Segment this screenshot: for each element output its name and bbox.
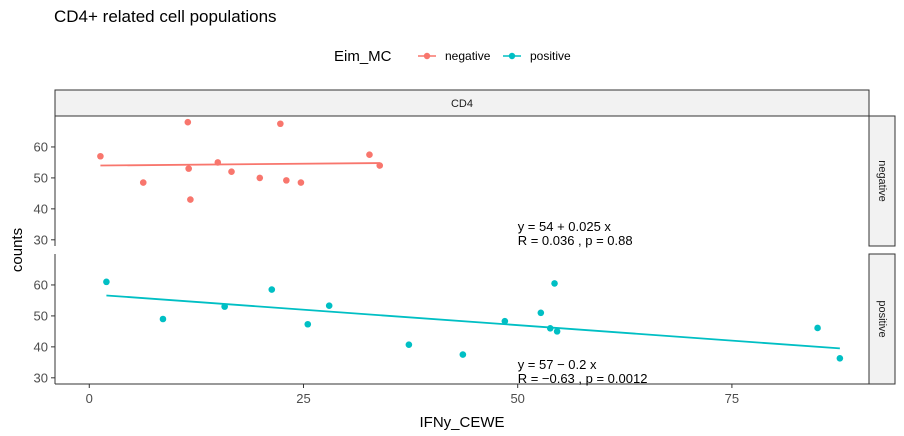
x-tick-label: 50: [510, 391, 524, 406]
x-tick-label: 75: [725, 391, 739, 406]
point-positive: [459, 351, 467, 358]
row-strip-negative-label: negative: [876, 160, 888, 202]
point-positive: [159, 315, 167, 323]
x-tick-label: 0: [86, 391, 93, 406]
point-positive: [221, 303, 228, 310]
point-negative: [366, 151, 373, 158]
point-positive: [103, 278, 110, 286]
y-tick-label: 60: [34, 139, 48, 154]
chart-title: CD4+ related cell populations: [54, 7, 277, 26]
point-positive: [268, 286, 276, 293]
legend-label-positive: positive: [530, 49, 571, 63]
point-positive: [501, 317, 509, 325]
point-negative: [139, 179, 147, 186]
x-tick-label: 25: [296, 391, 310, 406]
y-tick-label: 40: [34, 201, 48, 216]
column-strip-label: CD4: [451, 98, 473, 110]
y-axis-title: counts: [9, 228, 26, 272]
y-tick-label: 30: [34, 232, 48, 247]
y-tick-label: 50: [34, 308, 48, 323]
y-tick-label: 60: [34, 277, 48, 292]
row-strip-positive-label: positive: [876, 300, 888, 337]
fit-line-positive: [106, 294, 840, 350]
point-negative: [97, 152, 104, 160]
point-positive: [325, 302, 333, 309]
x-axis-title: IFNy_CEWE: [419, 414, 504, 431]
legend-label-negative: negative: [445, 49, 491, 63]
fit-line-negative: [100, 162, 380, 167]
point-positive: [814, 324, 821, 332]
row-strip-positive: [868, 253, 896, 385]
legend-key-negative: [418, 52, 436, 60]
point-negative: [376, 162, 384, 169]
y-tick-label: 50: [34, 170, 48, 185]
point-positive: [551, 280, 558, 287]
column-strip: [54, 89, 870, 117]
y-tick-label: 40: [34, 339, 48, 354]
row-strip-negative: [868, 115, 896, 247]
point-negative: [283, 177, 290, 184]
legend: Eim_MC negative positive: [334, 48, 571, 65]
point-negative: [214, 159, 222, 166]
point-negative: [256, 174, 264, 182]
point-positive: [836, 355, 844, 362]
point-negative: [187, 196, 194, 203]
point-positive: [546, 324, 554, 332]
legend-title: Eim_MC: [334, 48, 392, 65]
legend-key-positive: [503, 52, 521, 60]
equation-label-negative: y = 54 + 0.025 x: [518, 219, 612, 234]
point-negative: [228, 168, 235, 176]
stats-label-negative: R = 0.036 , p = 0.88: [518, 233, 633, 248]
point-negative: [184, 118, 192, 126]
point-negative: [185, 165, 192, 172]
panel-negative: 30 40 50 60 y = 54 + 0.025 xR = 0.036 , p = …: [34, 116, 633, 248]
point-positive: [553, 328, 561, 335]
point-positive: [537, 309, 545, 317]
point-positive: [304, 320, 312, 328]
equation-label-positive: y = 57 − 0.2 x: [518, 357, 597, 372]
y-tick-label: 30: [34, 370, 48, 385]
point-negative: [277, 120, 284, 128]
panel-positive: 30 40 50 60 0 25 50 75 y = 57 − 0.2 xR = −0.63 ,…: [34, 254, 869, 406]
stats-label-positive: R = −0.63 , p = 0.0012: [518, 371, 648, 386]
point-negative: [297, 179, 305, 186]
point-positive: [405, 341, 413, 348]
